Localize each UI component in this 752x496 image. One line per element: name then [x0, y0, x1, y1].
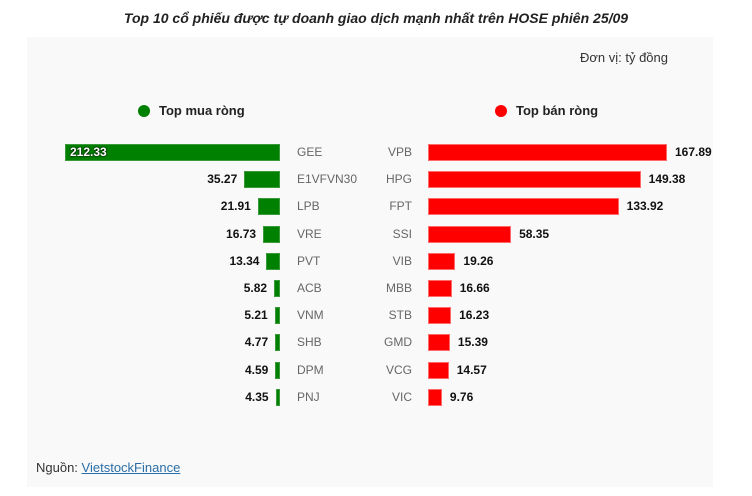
sell-bar [428, 361, 449, 379]
buy-value: 16.73 [226, 226, 257, 241]
buy-ticker: GEE [297, 145, 323, 159]
sell-bar [428, 225, 512, 243]
sell-bar [428, 280, 452, 297]
chart-panel: Đơn vị: tỷ đồng Top mua ròng Top bán ròn… [27, 37, 713, 487]
buy-value: 13.34 [229, 253, 260, 268]
sell-value: 19.26 [463, 253, 494, 268]
sell-bar [428, 388, 442, 406]
buy-ticker: PVT [297, 253, 321, 268]
buy-ticker: PNJ [297, 389, 320, 404]
buy-ticker: VNM [297, 308, 324, 323]
sell-bar [428, 171, 641, 189]
sell-ticker: VCG [385, 362, 412, 377]
bar-row: 212.33 GEE VPB 167.89 [27, 144, 713, 162]
legend-dot-red-icon [495, 104, 507, 117]
buy-ticker: VRE [297, 226, 322, 241]
sell-bar [428, 252, 456, 270]
bar-row: 35.27 E1VFVN30 HPG 149.38 [27, 171, 713, 189]
buy-ticker: ACB [297, 281, 322, 295]
sell-ticker: SSI [392, 226, 412, 241]
sell-ticker: GMD [384, 335, 412, 350]
buy-value: 4.59 [244, 362, 269, 377]
buy-bar [274, 307, 280, 325]
sell-value: 149.38 [648, 172, 686, 187]
sell-value: 167.89 [675, 145, 712, 159]
buy-value: 4.35 [245, 389, 269, 404]
buy-value: 35.27 [207, 172, 238, 187]
buy-bar [65, 144, 280, 161]
buy-ticker: E1VFVN30 [297, 172, 358, 187]
sell-ticker: MBB [385, 281, 412, 295]
buy-bar [244, 171, 280, 189]
sell-value: 133.92 [626, 199, 664, 214]
buy-bar [266, 252, 280, 270]
legend-sell: Top bán ròng [495, 103, 598, 118]
sell-ticker: FPT [389, 199, 412, 214]
buy-bar [275, 334, 280, 352]
unit-label: Đơn vị: tỷ đồng [579, 50, 668, 65]
buy-ticker: DPM [297, 362, 324, 377]
sell-ticker: VPB [387, 145, 412, 159]
sell-ticker: VIC [391, 389, 412, 404]
chart-title: Top 10 cổ phiếu được tự doanh giao dịch … [123, 10, 629, 26]
bar-row: 5.21 VNM STB 16.23 [27, 307, 713, 325]
buy-bar [274, 280, 280, 297]
sell-ticker: HPG [385, 172, 412, 187]
sell-bar [428, 198, 619, 216]
sell-value: 16.23 [459, 308, 490, 323]
source-prefix: Nguồn: [36, 460, 78, 475]
buy-bar [275, 388, 280, 406]
buy-bar [275, 361, 280, 379]
buy-ticker: SHB [297, 335, 322, 350]
bar-row: 5.82 ACB MBB 16.66 [27, 280, 713, 298]
sell-value: 58.35 [519, 226, 550, 241]
bar-row: 16.73 VRE SSI 58.35 [27, 225, 713, 244]
bar-row: 4.35 PNJ VIC 9.76 [27, 388, 713, 407]
sell-value: 14.57 [456, 362, 487, 377]
sell-value: 15.39 [457, 335, 488, 350]
buy-bar [263, 225, 280, 243]
buy-value: 212.33 [70, 145, 107, 159]
sell-value: 9.76 [449, 389, 474, 404]
buy-value: 21.91 [220, 199, 251, 214]
buy-ticker: LPB [297, 199, 320, 214]
sell-bar [428, 144, 667, 161]
bar-row: 13.34 PVT VIB 19.26 [27, 252, 713, 271]
bar-row: 4.77 SHB GMD 15.39 [27, 334, 713, 352]
source-note: Nguồn: VietstockFinance [36, 460, 180, 475]
buy-bar [257, 198, 280, 216]
source-link[interactable]: VietstockFinance [81, 460, 181, 475]
sell-ticker: STB [388, 308, 412, 323]
legend-sell-label: Top bán ròng [516, 103, 599, 118]
sell-bar [428, 334, 450, 352]
buy-value: 5.21 [244, 308, 268, 323]
sell-value: 16.66 [459, 281, 490, 295]
legend-buy: Top mua ròng [138, 103, 245, 118]
bar-row: 4.59 DPM VCG 14.57 [27, 361, 713, 380]
sell-ticker: VIB [392, 253, 412, 268]
sell-bar [428, 307, 452, 325]
buy-value: 5.82 [243, 281, 268, 295]
legend-buy-label: Top mua ròng [159, 103, 245, 118]
legend-dot-green-icon [138, 104, 150, 117]
bar-row: 21.91 LPB FPT 133.92 [27, 198, 713, 216]
buy-value: 4.77 [244, 335, 269, 350]
